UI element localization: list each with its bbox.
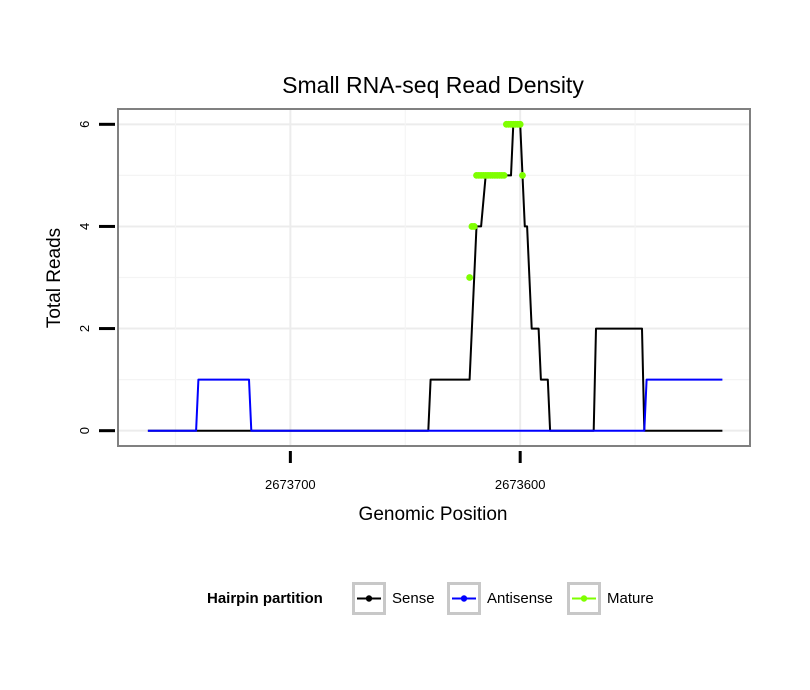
- legend-entry-mature: Mature: [567, 582, 654, 615]
- y-axis-title: Total Reads: [44, 228, 65, 328]
- legend-entry-sense: Sense: [352, 582, 435, 615]
- chart-title: Small RNA-seq Read Density: [282, 72, 584, 98]
- mature-point: [470, 223, 478, 230]
- x-tick-label: 2673600: [495, 477, 546, 492]
- series-layer: [147, 120, 723, 432]
- y-tick-label: 4: [77, 223, 92, 230]
- y-tick-label: 2: [77, 325, 92, 332]
- legend: Hairpin partition Sense Antisense Mature: [207, 582, 654, 615]
- x-axis-ticks: 2673700 2673600: [265, 451, 545, 492]
- legend-key-point: [460, 595, 468, 602]
- legend-label: Antisense: [487, 590, 553, 607]
- y-tick-label: 6: [77, 121, 92, 128]
- x-axis-title: Genomic Position: [359, 504, 508, 525]
- legend-key-point: [365, 595, 373, 602]
- grid-lines: [118, 109, 750, 446]
- legend-label: Sense: [392, 590, 435, 607]
- antisense-series-line: [147, 378, 723, 432]
- mature-point: [500, 171, 508, 179]
- legend-entry-antisense: Antisense: [447, 582, 553, 615]
- x-tick-label: 2673700: [265, 477, 316, 492]
- mature-point: [466, 274, 474, 281]
- legend-label: Mature: [607, 590, 654, 607]
- mature-point: [516, 120, 524, 128]
- legend-key-point: [580, 595, 588, 602]
- plot-border: [117, 108, 751, 447]
- legend-title: Hairpin partition: [207, 590, 323, 607]
- mature-point: [519, 171, 526, 179]
- y-tick-label: 0: [77, 427, 92, 434]
- y-axis-ticks: 0 2 4 6: [77, 121, 115, 434]
